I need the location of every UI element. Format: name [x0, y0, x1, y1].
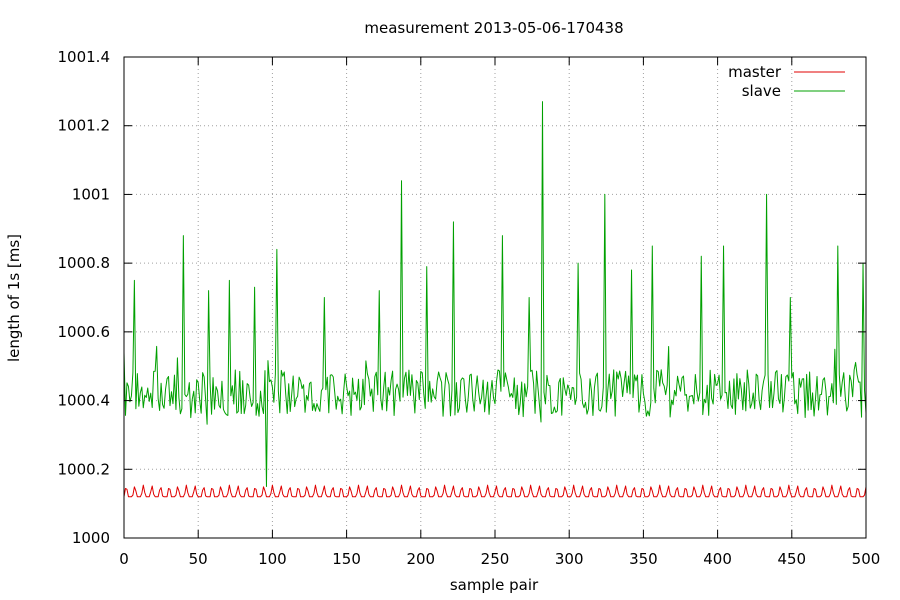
ticks: [123, 56, 867, 539]
x-tick-label: 400: [703, 550, 732, 568]
chart-title: measurement 2013-05-06-170438: [364, 19, 623, 37]
plot-series: [123, 101, 867, 498]
y-tick-label: 1000: [72, 529, 110, 547]
y-tick-labels: 1000 1000.2 1000.4 1000.6 1000.8 1001 1001.2 10…: [58, 48, 111, 547]
legend: master slave: [728, 63, 845, 100]
series-line-slave: [123, 101, 867, 487]
x-tick-label: 350: [629, 550, 658, 568]
x-tick-label: 100: [258, 550, 287, 568]
x-tick-label: 250: [481, 550, 510, 568]
x-tick-label: 300: [555, 550, 584, 568]
x-tick-label: 200: [406, 550, 435, 568]
x-tick-labels: 0 50 100 150 200 250 300 350 400 450 500: [119, 550, 880, 568]
x-tick-label: 500: [852, 550, 881, 568]
series-line-master: [123, 484, 867, 498]
y-tick-label: 1000.4: [58, 392, 111, 410]
y-axis-title: length of 1s [ms]: [5, 234, 23, 362]
x-axis-title: sample pair: [450, 576, 539, 594]
y-tick-label: 1001.2: [58, 117, 111, 135]
y-tick-label: 1000.6: [58, 323, 111, 341]
y-tick-label: 1001.4: [58, 48, 111, 66]
legend-label-master: master: [728, 63, 782, 81]
grid: [124, 57, 866, 538]
x-tick-label: 450: [777, 550, 806, 568]
x-tick-label: 50: [189, 550, 208, 568]
x-tick-label: 150: [332, 550, 361, 568]
y-tick-label: 1001: [72, 185, 110, 203]
y-tick-label: 1000.2: [58, 460, 111, 478]
legend-label-slave: slave: [742, 82, 781, 100]
y-tick-label: 1000.8: [58, 254, 111, 272]
x-tick-label: 0: [119, 550, 129, 568]
